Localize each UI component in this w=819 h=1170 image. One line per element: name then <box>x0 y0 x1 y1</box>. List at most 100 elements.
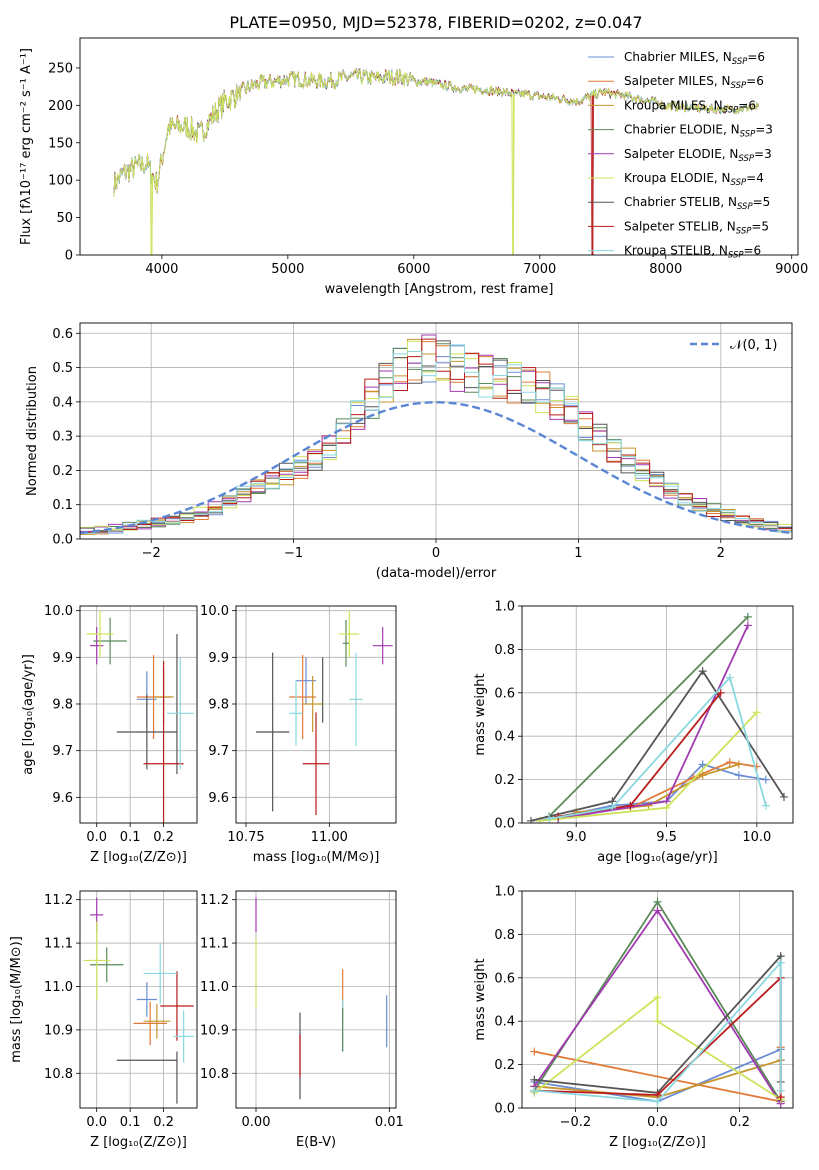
mass-vs-z-plot-area <box>80 891 197 1108</box>
weight-vs-z-plot-area <box>522 891 793 1108</box>
weight-vs-age-marker <box>644 801 653 810</box>
spectrum-legend-label: Salpeter STELIB, NSSP=5 <box>624 219 769 236</box>
figure-title: PLATE=0950, MJD=52378, FIBERID=0202, z=0… <box>229 13 642 32</box>
residuals-ytick-label: 0.4 <box>52 395 73 410</box>
mass-vs-ebv-ytick-label: 10.8 <box>200 1067 229 1082</box>
age-vs-mass-ytick-label: 9.7 <box>208 744 229 759</box>
weight-vs-age-marker <box>734 771 743 780</box>
spectrum-plot-area <box>113 67 759 255</box>
weight-vs-z-ytick-label: 0.2 <box>494 1058 515 1073</box>
weight-vs-age-marker <box>626 801 635 810</box>
weight-vs-age-marker <box>698 771 707 780</box>
weight-vs-z-ytick-label: 0.8 <box>494 928 515 943</box>
normal-legend-label: 𝒩(0, 1) <box>730 338 777 353</box>
weight-vs-z-ylabel: mass weight <box>473 958 488 1040</box>
spectrum-frame <box>79 37 799 256</box>
mass-vs-z-panel: 0.0 0.1 0.2 10.8 10.9 11.0 11.1 11.2 Z [log₁₀(Z/… <box>9 890 198 1150</box>
spectrum-legend-label: Kroupa STELIB, NSSP=6 <box>624 244 761 261</box>
mass-vs-z-ytick-label: 11.1 <box>44 937 73 952</box>
residuals-xtick-label: −1 <box>284 546 303 561</box>
weight-vs-age-marker <box>725 758 734 767</box>
age-vs-z-ytick-label: 9.9 <box>52 651 73 666</box>
weight-vs-z-marker <box>530 1075 539 1084</box>
residuals-ytick-label: 0.2 <box>52 464 73 479</box>
weight-vs-age-ytick-label: 0.0 <box>494 817 515 832</box>
mass-vs-ebv-plot-area <box>236 891 396 1108</box>
mass-vs-z-ytick-label: 11.2 <box>44 893 73 908</box>
weight-vs-age-ytick-label: 0.4 <box>494 730 515 745</box>
mass-vs-z-xtick-label: 0.2 <box>153 1115 174 1130</box>
weight-vs-age-marker <box>716 688 725 697</box>
age-vs-z-xtick-label: 0.2 <box>153 830 174 845</box>
age-vs-z-ytick-label: 10.0 <box>44 604 73 619</box>
mass-vs-ebv-xtick-label: 0.00 <box>242 1115 271 1130</box>
weight-vs-z-marker <box>653 1097 662 1106</box>
mass-vs-z-frame <box>79 890 198 1109</box>
weight-vs-age-marker <box>698 760 707 769</box>
weight-vs-age-marker <box>725 673 734 682</box>
weight-vs-z-xlabel: Z [log₁₀(Z/Z⊙)] <box>609 1135 706 1150</box>
spectrum-legend-label: Kroupa ELODIE, NSSP=4 <box>624 171 764 188</box>
age-vs-mass-plot-area <box>236 606 396 823</box>
weight-vs-age-marker <box>527 816 536 823</box>
weight-vs-age-marker <box>545 814 554 823</box>
age-vs-mass-frame <box>235 605 397 824</box>
weight-vs-age-marker <box>734 760 743 769</box>
histogram-series-8 <box>80 344 792 535</box>
age-vs-z-xtick-label: 0.0 <box>86 830 107 845</box>
weight-vs-z-ytick-label: 0.4 <box>494 1015 515 1030</box>
mass-vs-ebv-xlabel: E(B-V) <box>296 1135 336 1150</box>
weight-vs-z-series-8 <box>534 960 782 1103</box>
age-vs-z-xlabel: Z [log₁₀(Z/Z⊙)] <box>90 850 187 865</box>
spectrum-xtick-label: 8000 <box>649 262 682 277</box>
weight-vs-z-marker <box>776 958 785 967</box>
weight-vs-z-marker <box>653 906 662 915</box>
residuals-xtick-label: 0 <box>432 546 440 561</box>
age-vs-mass-panel: 10.75 11.00 9.6 9.7 9.8 9.9 10.0 mass [log₁₀(M/… <box>200 604 397 865</box>
normal-curve <box>80 400 792 535</box>
weight-vs-z-marker <box>530 1047 539 1056</box>
age-vs-mass-ytick-label: 10.0 <box>200 604 229 619</box>
spectrum-ytick-label: 150 <box>48 136 73 151</box>
age-vs-z-panel: 0.0 0.1 0.2 9.6 9.7 9.8 9.9 10.0 Z [log₁₀(Z/Z⊙)]… <box>21 604 198 865</box>
mass-vs-z-ylabel: mass [log₁₀(M/M⊙)] <box>9 936 24 1063</box>
weight-vs-age-series-3 <box>548 616 749 818</box>
weight-vs-z-xtick-label: 0.2 <box>729 1115 750 1130</box>
weight-vs-z-marker <box>653 897 662 906</box>
residuals-ytick-label: 0.1 <box>52 498 73 513</box>
residuals-plot-area <box>80 323 792 539</box>
weight-vs-age-plot-area <box>522 606 793 823</box>
mass-vs-z-ytick-label: 10.8 <box>44 1067 73 1082</box>
weight-vs-age-series-6 <box>530 669 785 822</box>
spectrum-ytick-label: 100 <box>48 174 73 189</box>
weight-vs-age-ytick-label: 0.6 <box>494 686 515 701</box>
spectrum-legend-label: Chabrier STELIB, NSSP=5 <box>624 195 770 212</box>
age-vs-mass-xtick-label: 11.00 <box>311 830 348 845</box>
weight-vs-z-frame <box>521 890 794 1109</box>
mass-vs-z-ytick-label: 11.0 <box>44 980 73 995</box>
weight-vs-z-xtick-label: 0.0 <box>647 1115 668 1130</box>
spectrum-xlabel: wavelength [Angstrom, rest frame] <box>325 282 554 297</box>
weight-vs-age-xtick-label: 10.0 <box>742 830 771 845</box>
mass-vs-z-xtick-label: 0.0 <box>86 1115 107 1130</box>
weight-vs-age-marker <box>608 803 617 812</box>
spectrum-xtick-label: 4000 <box>145 262 178 277</box>
weight-vs-age-series-0 <box>539 763 767 822</box>
spectrum-legend-label: Kroupa MILES, NSSP=6 <box>624 98 756 115</box>
age-vs-z-plot-area <box>80 606 197 823</box>
residuals-frame <box>79 322 793 540</box>
residuals-ylabel: Normed distribution <box>25 366 40 496</box>
weight-vs-age-ylabel: mass weight <box>473 673 488 755</box>
weight-vs-z-panel: −0.2 0.0 0.2 0.0 0.2 0.4 0.6 0.8 1.0 Z [log₁₀(Z/Z… <box>473 885 794 1150</box>
weight-vs-age-series-7 <box>557 692 722 818</box>
weight-vs-age-xlabel: age [log₁₀(age/yr)] <box>597 850 718 865</box>
mass-vs-ebv-ytick-label: 11.0 <box>200 980 229 995</box>
spectrum-legend-label: Salpeter MILES, NSSP=6 <box>624 74 764 91</box>
weight-vs-age-marker <box>698 667 707 676</box>
mass-vs-ebv-ytick-label: 11.1 <box>200 937 229 952</box>
age-vs-z-ytick-label: 9.8 <box>52 698 73 713</box>
residuals-ytick-label: 0.0 <box>52 533 73 548</box>
mass-vs-ebv-frame <box>235 890 397 1109</box>
age-vs-mass-ytick-label: 9.8 <box>208 698 229 713</box>
